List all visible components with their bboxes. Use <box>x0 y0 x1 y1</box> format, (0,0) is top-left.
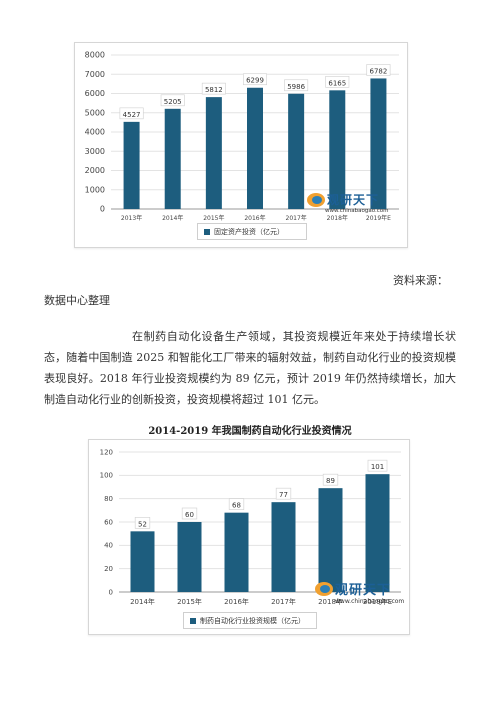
chart2-data-label: 52 <box>138 520 147 528</box>
fixed-asset-investment-chart: 0 1000 2000 3000 4000 5000 6000 7000 8000 2013年 45… <box>74 42 408 248</box>
chart2-data-label-box <box>367 459 388 472</box>
chart2-bar <box>318 488 343 592</box>
chart2-bar <box>271 502 296 592</box>
chart1-y-tick-label: 0 <box>100 205 105 214</box>
chart1-data-label-box <box>201 82 226 95</box>
chart2-data-label-box <box>134 517 151 529</box>
chart2-x-tick-label: 2019年E <box>363 597 392 606</box>
chart2-x-tick-label: 2014年 <box>130 597 155 606</box>
chart1-bar <box>164 108 181 209</box>
watermark-url: www.chinabaogao.com <box>325 208 389 214</box>
chart1-data-label: 5812 <box>205 86 223 94</box>
chart2-y-tick-label: 100 <box>100 472 113 480</box>
chart2-legend-label: 制药自动化行业投资规模（亿元） <box>200 616 305 625</box>
chart2-data-label: 89 <box>326 477 335 485</box>
chart1-y-tick-label: 8000 <box>85 51 105 60</box>
watermark-url: www.chinabaogao.com <box>335 598 405 605</box>
chart2-bar <box>224 512 249 592</box>
chart1-bar <box>247 87 263 209</box>
chart1-y-tick-label: 1000 <box>85 185 105 194</box>
watermark-brand: 观研天下 <box>327 193 380 207</box>
chart1-y-tick-label: 3000 <box>85 147 105 156</box>
chart1-data-label-box <box>325 76 350 88</box>
chart2-y-tick-label: 120 <box>100 448 113 456</box>
chart1-data-label-box <box>160 94 185 107</box>
watermark-logo-icon <box>315 581 333 596</box>
chart1-watermark: 观研天下 www.chinabaogao.com <box>307 189 388 214</box>
chart1-data-label: 5205 <box>164 98 182 106</box>
chart2-x-tick-label: 2018年 <box>318 597 343 606</box>
chart1-data-label: 5986 <box>287 83 305 91</box>
chart1-y-tick-label: 6000 <box>85 89 105 98</box>
chart2-plot: 0 20 40 60 80 100 120 2014年 52 2015年 60 2016年 68 2017… <box>100 448 401 606</box>
chart2-y-tick-label: 0 <box>109 588 113 596</box>
chart1-legend: 固定资产投资（亿元） <box>197 223 307 240</box>
chart2-data-label-box <box>228 498 245 510</box>
chart1-x-tick-label: 2016年 <box>244 214 265 222</box>
chart1-legend-label: 固定资产投资（亿元） <box>214 227 284 236</box>
chart1-data-label-box <box>243 73 267 86</box>
source-label: 资料来源： <box>393 274 448 287</box>
chart1-x-tick-label: 2014年 <box>162 214 183 222</box>
chart2-x-tick-label: 2016年 <box>224 597 249 606</box>
chart1-bar <box>288 93 305 209</box>
chart2-data-label: 77 <box>279 491 288 499</box>
chart2-data-label: 60 <box>185 511 194 519</box>
chart2-y-tick-label: 80 <box>104 495 113 503</box>
chart2-bar <box>365 474 390 592</box>
watermark-brand: 观研天下 <box>335 583 392 598</box>
chart2-data-label: 68 <box>232 502 241 510</box>
chart1-data-label: 6299 <box>246 77 264 85</box>
chart2-x-tick-label: 2015年 <box>177 597 202 606</box>
chart1-bar <box>329 90 346 209</box>
chart2-data-label: 101 <box>371 463 384 471</box>
chart1-y-tick-label: 4000 <box>85 128 105 137</box>
chart2-bar <box>177 522 202 592</box>
chart1-x-tick-label: 2013年 <box>121 214 142 222</box>
chart1-data-label: 6165 <box>328 79 346 87</box>
chart1-x-tick-label: 2018年 <box>327 214 348 222</box>
body-paragraph: 在制药自动化设备生产领域，其投资规模近年来处于持续增长状态，随着中国制造 202… <box>44 330 456 406</box>
chart1-data-label: 6782 <box>370 67 388 75</box>
chart2-x-tick-label: 2017年 <box>271 597 296 606</box>
chart1-legend-swatch <box>204 228 210 235</box>
chart1-data-label-box <box>366 64 391 76</box>
chart1-plot: 0 1000 2000 3000 4000 5000 6000 7000 8000 2013年 45… <box>85 51 399 222</box>
chart1-data-label-box <box>284 79 309 92</box>
chart1-x-tick-label: 2015年 <box>203 214 224 222</box>
chart2-data-label-box <box>181 507 198 520</box>
chart1-bar <box>205 97 222 209</box>
chart2-y-tick-label: 20 <box>104 565 113 573</box>
chart1-bar <box>123 121 140 209</box>
chart2-legend: 制药自动化行业投资规模（亿元） <box>183 612 317 629</box>
chart1-y-tick-label: 2000 <box>85 166 105 175</box>
chart2-data-label-box <box>275 487 292 500</box>
chart2-y-tick-label: 60 <box>104 518 113 526</box>
watermark-logo-icon <box>307 192 325 207</box>
chart2-bar <box>130 531 155 592</box>
chart1-data-label-box <box>119 107 144 120</box>
chart1-y-tick-label: 7000 <box>85 70 105 79</box>
chart2-title: 2014-2019 年我国制药自动化行业投资情况 <box>148 426 352 437</box>
chart1-x-tick-label: 2019年E <box>366 214 391 222</box>
chart1-bar <box>370 78 387 209</box>
chart1-x-tick-label: 2017年 <box>286 214 307 222</box>
chart2-data-label-box <box>322 473 339 486</box>
chart1-data-label: 4527 <box>123 111 141 119</box>
source-org: 数据中心整理 <box>44 294 110 307</box>
chart2-watermark: 观研天下 www.chinabaogao.com <box>315 578 404 605</box>
chart2-legend-swatch <box>190 617 196 624</box>
chart2-y-tick-label: 40 <box>104 542 113 550</box>
automation-investment-chart: 0 20 40 60 80 100 120 2014年 52 2015年 60 2016年 68 2017… <box>88 439 410 635</box>
chart1-y-tick-label: 5000 <box>85 108 105 117</box>
